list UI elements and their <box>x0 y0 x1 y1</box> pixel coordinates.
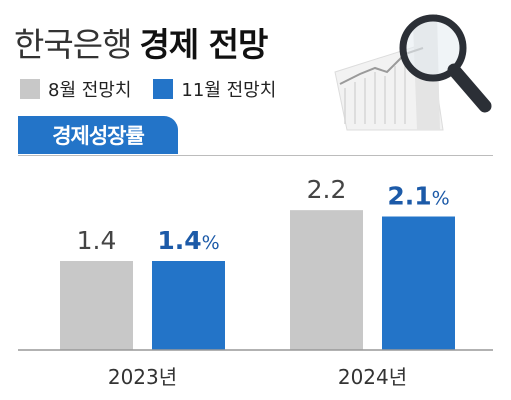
category-label-2024년: 2024년 <box>338 365 407 389</box>
bar-2023년-series0 <box>60 261 133 350</box>
legend-label-november: 11월 전망치 <box>181 80 277 101</box>
legend-label-august: 8월 전망치 <box>48 80 132 101</box>
value-label-2024년-series0: 2.2 <box>307 175 347 204</box>
bar-2024년-series0 <box>290 210 363 350</box>
title-bold: 경제 전망 <box>139 25 268 64</box>
legend-swatch-august <box>20 79 40 99</box>
section-divider <box>18 155 493 156</box>
value-label-2023년-series0: 1.4 <box>77 226 117 255</box>
mini-bars-icon <box>344 60 406 124</box>
section-badge: 경제성장률 <box>18 116 178 154</box>
legend: 8월 전망치 11월 전망치 <box>20 76 276 102</box>
bar-2024년-series1 <box>382 216 455 350</box>
value-label-2023년-series1: 1.4% <box>157 226 219 255</box>
title-light: 한국은행 <box>14 25 132 64</box>
chart-title: 한국은행 경제 전망 <box>14 18 268 66</box>
value-label-2024년-series1: 2.1% <box>387 182 449 211</box>
category-label-2023년: 2023년 <box>108 365 177 389</box>
magnifier-chart-illustration <box>334 14 492 131</box>
legend-swatch-november <box>153 79 174 99</box>
magnifier-icon <box>399 14 492 113</box>
bar-2023년-series1 <box>152 261 225 350</box>
